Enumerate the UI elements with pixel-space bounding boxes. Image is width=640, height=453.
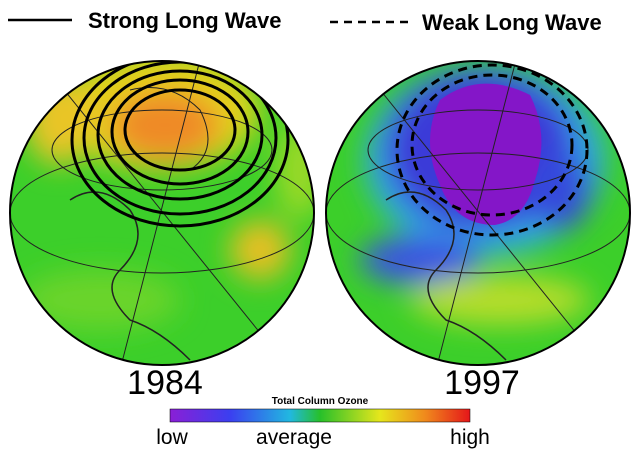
colorbar-title: Total Column Ozone: [272, 396, 369, 407]
colorbar-label: high: [450, 426, 490, 449]
legend-label: Weak Long Wave: [422, 10, 602, 35]
panel-year: 1984: [127, 364, 203, 402]
globe-1984: [10, 61, 314, 365]
legend-label: Strong Long Wave: [88, 8, 282, 33]
globe-1997: [326, 61, 630, 365]
colorbar-label: average: [256, 426, 332, 449]
colorbar: [169, 408, 471, 423]
panel-year: 1997: [444, 364, 520, 402]
colorbar-label: low: [156, 426, 188, 449]
